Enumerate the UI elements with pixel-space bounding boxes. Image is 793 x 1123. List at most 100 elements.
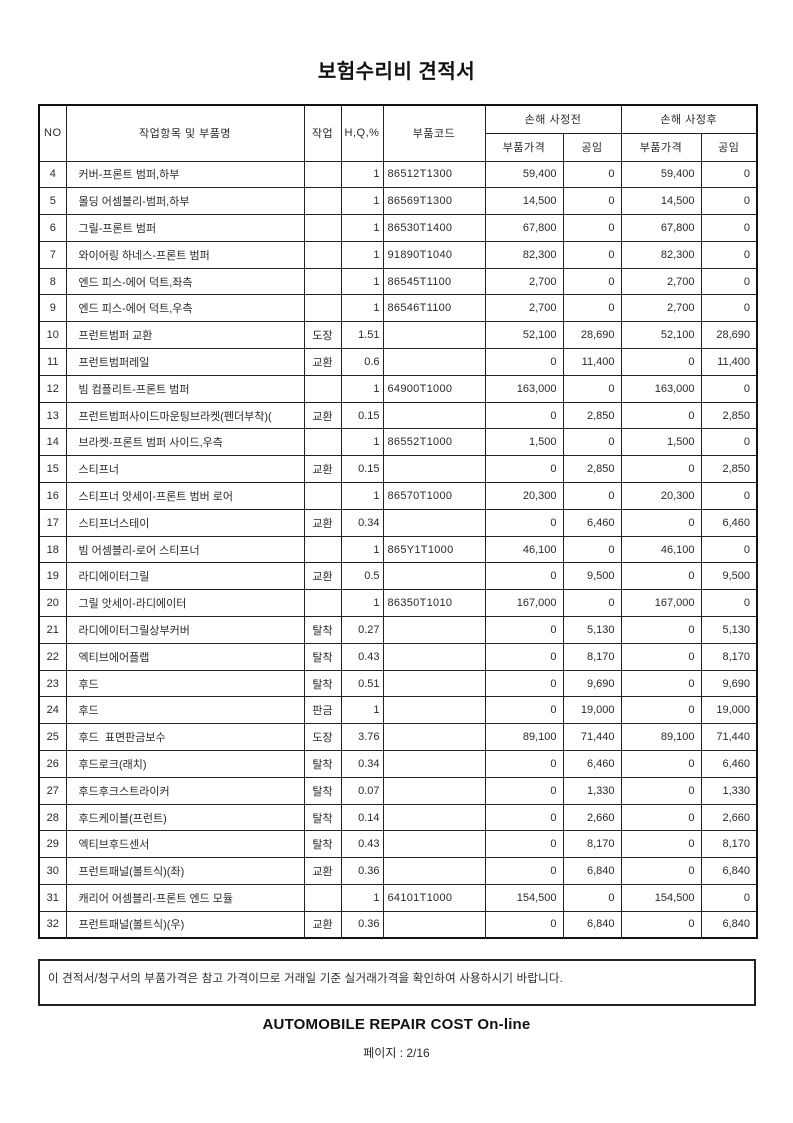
cell-item-name: 그릴 앗세이-라디에이터 — [65, 589, 305, 618]
cell-labor-after: 0 — [700, 160, 758, 189]
cell-labor-after: 6,840 — [700, 910, 758, 939]
cell-part-code — [382, 750, 486, 778]
cell-part-code — [382, 830, 486, 859]
cell-labor-before: 0 — [562, 428, 622, 457]
footer-brand: AUTOMOBILE REPAIR COST On-line — [262, 1016, 531, 1033]
cell-hq: 0.43 — [340, 642, 384, 671]
cell-item-name: 브라켓-프론트 범퍼 사이드,우측 — [65, 428, 305, 457]
repair-estimate-table: NO 작업항목 및 부품명 작업 H,Q,% 부품코드 손해 사정전 손해 사정… — [38, 104, 758, 940]
cell-part-price-before: 89,100 — [484, 723, 564, 752]
cell-no: 15 — [38, 455, 67, 484]
cell-part-code: 64101T1000 — [382, 884, 486, 912]
table-row: 19 라디에이터그릴 교환 0.5 0 9,500 0 9,500 — [38, 562, 758, 591]
cell-labor-before: 0 — [562, 160, 622, 189]
cell-part-price-after: 89,100 — [620, 723, 702, 752]
cell-part-price-before: 67,800 — [484, 214, 564, 242]
cell-hq: 1 — [340, 240, 384, 269]
cell-item-name: 빔 어셈블리-로어 스티프너 — [65, 535, 305, 564]
cell-item-name: 몰딩 어셈블리-범퍼,하부 — [65, 187, 305, 216]
cell-part-code: 86545T1100 — [382, 267, 486, 296]
cell-part-code: 86546T1100 — [382, 294, 486, 323]
cell-part-price-after: 0 — [620, 642, 702, 671]
table-header: NO 작업항목 및 부품명 작업 H,Q,% 부품코드 손해 사정전 손해 사정… — [38, 104, 758, 162]
cell-part-price-before: 0 — [484, 776, 564, 805]
cell-work-type — [303, 428, 342, 457]
cell-hq: 0.6 — [340, 348, 384, 376]
table-row: 8 엔드 피스-에어 덕트,좌측 1 86545T1100 2,700 0 2,700 0 — [38, 267, 758, 296]
cell-labor-after: 5,130 — [700, 616, 758, 644]
cell-labor-after: 28,690 — [700, 321, 758, 350]
cell-part-price-after: 0 — [620, 455, 702, 484]
cell-hq: 1 — [340, 696, 384, 725]
header-item-name: 작업항목 및 부품명 — [65, 104, 305, 162]
cell-part-code — [382, 669, 486, 698]
cell-labor-after: 71,440 — [700, 723, 758, 752]
header-labor-before: 공임 — [562, 132, 622, 162]
cell-hq: 0.15 — [340, 401, 384, 430]
cell-labor-before: 0 — [562, 482, 622, 510]
table-row: 21 라디에이터그릴상부커버 탈착 0.27 0 5,130 0 5,130 — [38, 616, 758, 644]
cell-labor-after: 9,500 — [700, 562, 758, 591]
cell-part-price-before: 0 — [484, 616, 564, 644]
cell-hq: 1 — [340, 294, 384, 323]
cell-hq: 0.5 — [340, 562, 384, 591]
cell-part-code: 86512T1300 — [382, 160, 486, 189]
cell-labor-before: 1,330 — [562, 776, 622, 805]
cell-part-price-after: 0 — [620, 750, 702, 778]
cell-part-code — [382, 455, 486, 484]
cell-part-price-after: 167,000 — [620, 589, 702, 618]
cell-part-price-before: 0 — [484, 508, 564, 537]
cell-part-price-after: 0 — [620, 830, 702, 859]
cell-labor-after: 0 — [700, 187, 758, 216]
table-row: 11 프런트범퍼레일 교환 0.6 0 11,400 0 11,400 — [38, 348, 758, 376]
cell-part-price-before: 0 — [484, 669, 564, 698]
cell-item-name: 후드케이블(프런트) — [65, 803, 305, 832]
cell-part-price-before: 1,500 — [484, 428, 564, 457]
cell-no: 13 — [38, 401, 67, 430]
cell-work-type: 탈착 — [303, 803, 342, 832]
table-row: 7 와이어링 하네스-프론트 범퍼 1 91890T1040 82,300 0 82,300… — [38, 240, 758, 269]
cell-item-name: 후드로크(래치) — [65, 750, 305, 778]
cell-labor-before: 0 — [562, 267, 622, 296]
cell-no: 9 — [38, 294, 67, 323]
cell-labor-before: 11,400 — [562, 348, 622, 376]
cell-part-price-before: 2,700 — [484, 294, 564, 323]
cell-hq: 0.51 — [340, 669, 384, 698]
cell-item-name: 프런트패널(볼트식)(우) — [65, 910, 305, 939]
cell-part-price-after: 46,100 — [620, 535, 702, 564]
cell-labor-after: 0 — [700, 428, 758, 457]
cell-part-price-before: 82,300 — [484, 240, 564, 269]
table-row: 5 몰딩 어셈블리-범퍼,하부 1 86569T1300 14,500 0 14,500 0 — [38, 187, 758, 216]
cell-part-price-before: 0 — [484, 401, 564, 430]
cell-work-type: 교환 — [303, 562, 342, 591]
table-row: 10 프런트범퍼 교환 도장 1.51 52,100 28,690 52,100 28,690 — [38, 321, 758, 350]
cell-labor-before: 6,840 — [562, 857, 622, 886]
cell-no: 16 — [38, 482, 67, 510]
cell-hq: 0.36 — [340, 910, 384, 939]
header-no: NO — [38, 104, 67, 162]
cell-labor-after: 0 — [700, 214, 758, 242]
cell-no: 31 — [38, 884, 67, 912]
cell-part-price-before: 0 — [484, 750, 564, 778]
cell-work-type: 판금 — [303, 696, 342, 725]
cell-labor-before: 2,660 — [562, 803, 622, 832]
cell-labor-before: 2,850 — [562, 455, 622, 484]
cell-part-price-after: 0 — [620, 910, 702, 939]
cell-labor-before: 71,440 — [562, 723, 622, 752]
cell-part-price-after: 163,000 — [620, 374, 702, 403]
cell-part-price-after: 0 — [620, 776, 702, 805]
cell-item-name: 캐리어 어셈블리-프론트 엔드 모듈 — [65, 884, 305, 912]
cell-work-type — [303, 374, 342, 403]
cell-part-price-before: 0 — [484, 803, 564, 832]
cell-part-price-before: 2,700 — [484, 267, 564, 296]
cell-item-name: 와이어링 하네스-프론트 범퍼 — [65, 240, 305, 269]
cell-part-price-after: 0 — [620, 857, 702, 886]
cell-part-price-after: 0 — [620, 616, 702, 644]
cell-part-code — [382, 401, 486, 430]
cell-part-price-before: 20,300 — [484, 482, 564, 510]
cell-hq: 0.27 — [340, 616, 384, 644]
page-title: 보험수리비 견적서 — [317, 61, 476, 83]
cell-part-price-before: 52,100 — [484, 321, 564, 350]
table-row: 6 그릴-프론트 범퍼 1 86530T1400 67,800 0 67,800 0 — [38, 214, 758, 242]
